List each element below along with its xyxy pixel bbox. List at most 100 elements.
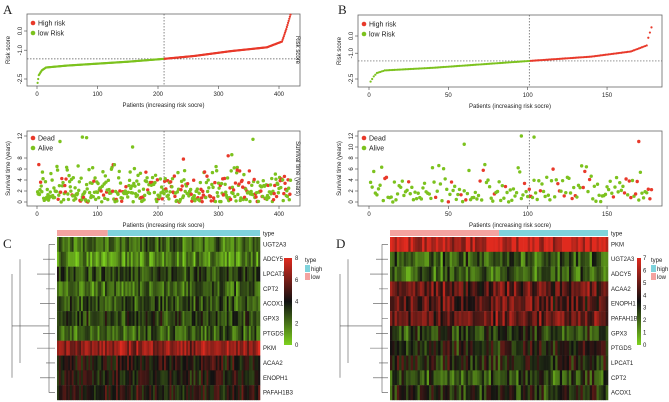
low-risk-point <box>434 66 437 69</box>
heatmap-cell <box>438 385 441 401</box>
heatmap-cell <box>217 311 220 327</box>
heatmap-cell <box>169 355 172 371</box>
heatmap-cell <box>73 355 76 371</box>
heatmap-cell <box>440 355 444 371</box>
heatmap-cell <box>136 355 139 371</box>
heatmap-cell <box>254 385 257 401</box>
dead-point <box>288 192 292 196</box>
heatmap-cell <box>582 355 586 371</box>
heatmap-cell <box>241 311 244 327</box>
heatmap-cell <box>493 251 496 267</box>
heatmap-cell <box>573 370 577 386</box>
low-risk-point <box>393 68 396 71</box>
heatmap-cell <box>127 237 130 253</box>
heatmap-cell <box>239 385 242 401</box>
heatmap-cell <box>186 370 189 386</box>
heatmap-cell <box>147 355 150 371</box>
heatmap-cell <box>195 355 198 371</box>
heatmap-cell <box>110 385 113 401</box>
heatmap-cell <box>582 237 586 253</box>
heatmap-cell <box>151 340 154 356</box>
heatmap-cell <box>136 237 139 253</box>
heatmap-cell <box>594 325 597 341</box>
heatmap-cell <box>587 296 590 312</box>
heatmap-cell <box>106 237 109 253</box>
heatmap-cell <box>160 370 163 386</box>
heatmap-cell <box>518 355 522 371</box>
heatmap-cell <box>104 355 108 371</box>
heatmap-cell <box>465 355 469 371</box>
heatmap-cell <box>95 385 98 401</box>
heatmap-cell <box>468 237 471 253</box>
alive-point <box>159 185 164 189</box>
high-risk-point <box>645 44 648 47</box>
heatmap-cell <box>486 281 489 297</box>
heatmap-cell <box>580 325 584 341</box>
heatmap-cell <box>224 281 228 297</box>
heatmap-cell <box>399 237 402 253</box>
heatmap-cell <box>175 340 178 356</box>
heatmap-cell <box>516 251 519 267</box>
heatmap-cell <box>562 325 565 341</box>
heatmap-cell <box>605 251 609 267</box>
heatmap-cell <box>513 355 517 371</box>
heatmap-cell <box>164 237 167 253</box>
high-risk-point <box>288 15 291 18</box>
heatmap-cell <box>69 311 73 327</box>
alive-point <box>514 191 519 195</box>
heatmap-cell <box>165 251 169 267</box>
alive-point <box>606 187 611 192</box>
heatmap-cell <box>252 296 255 312</box>
heatmap-cell <box>256 296 259 312</box>
heatmap-cell <box>415 325 418 341</box>
heatmap-cell <box>79 296 82 312</box>
heatmap-cell <box>415 281 418 297</box>
alive-point <box>285 189 289 193</box>
heatmap-cell <box>121 296 124 312</box>
heatmap-cell <box>180 355 183 371</box>
heatmap-cell <box>224 340 228 356</box>
heatmap-cell <box>213 385 217 401</box>
heatmap-cell <box>422 340 425 356</box>
heatmap-cell <box>104 370 108 386</box>
heatmap-cell <box>127 266 130 282</box>
heatmap-cell <box>223 266 226 282</box>
heatmap-cell <box>493 370 496 386</box>
alive-point <box>219 181 224 186</box>
heatmap-cell <box>509 325 512 341</box>
low-risk-point <box>383 69 386 72</box>
high-risk-point <box>281 38 284 41</box>
low-risk-point <box>493 62 496 65</box>
heatmap-cell <box>410 325 414 341</box>
heatmap-cell <box>116 340 119 356</box>
heatmap-cell <box>239 325 242 341</box>
heatmap-cell <box>511 251 515 267</box>
alive-point <box>195 187 200 191</box>
heatmap-cell <box>445 355 448 371</box>
heatmap-cell <box>536 355 540 371</box>
heatmap-cell <box>234 266 237 282</box>
heatmap-cell <box>147 281 150 297</box>
heatmap-cell <box>518 385 522 401</box>
heatmap-cell <box>239 370 242 386</box>
heatmap-cell <box>88 266 91 282</box>
heatmap-cell <box>69 385 73 401</box>
heatmap-cell <box>86 296 89 312</box>
heatmap-cell <box>92 340 95 356</box>
low-risk-point <box>480 63 483 66</box>
heatmap-cell <box>79 237 82 253</box>
heatmap-cell <box>454 385 457 401</box>
heatmap-cell <box>75 370 78 386</box>
alive-point <box>118 181 123 185</box>
heatmap-cell <box>160 296 163 312</box>
heatmap-cell <box>254 266 257 282</box>
heatmap-cell <box>488 251 492 267</box>
high-risk-point <box>283 31 287 34</box>
heatmap-cell <box>603 311 607 327</box>
heatmap-cell <box>433 251 437 267</box>
low-risk-point <box>525 60 528 63</box>
alive-point <box>286 186 291 190</box>
low-risk-point <box>369 80 372 83</box>
low-risk-point <box>388 69 391 72</box>
high-risk-point <box>545 58 548 61</box>
